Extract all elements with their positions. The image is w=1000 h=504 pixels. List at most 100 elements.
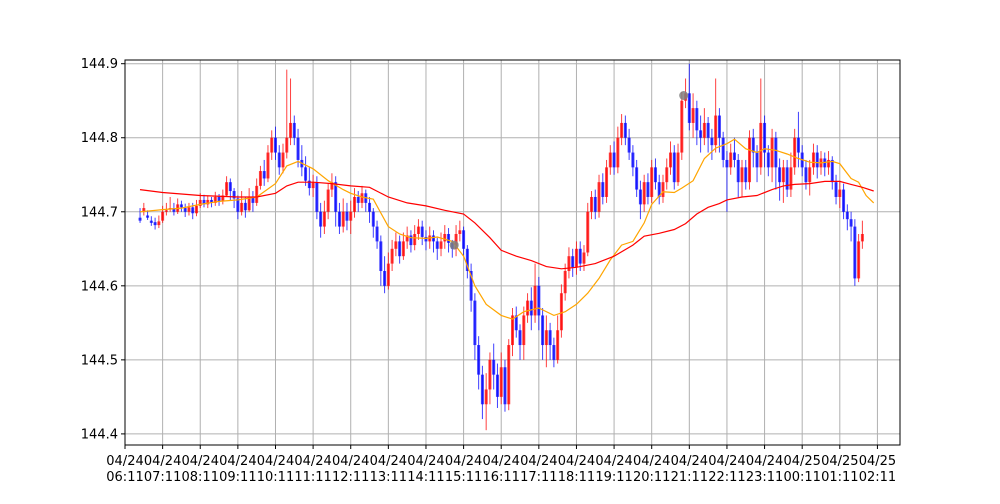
candle-body — [228, 182, 232, 192]
candle-body — [781, 167, 785, 183]
candle-body — [431, 235, 435, 242]
candle-body — [597, 182, 601, 212]
candle-body — [638, 189, 642, 205]
candle-body — [499, 367, 503, 397]
candle-body — [710, 137, 714, 146]
candle-body — [770, 137, 774, 168]
candle-body — [533, 285, 537, 316]
x-tick-date-label: 04/24 — [746, 454, 783, 469]
y-tick-label: 144.9 — [81, 57, 118, 72]
candle-body — [161, 211, 165, 221]
candle-body — [424, 236, 428, 242]
x-tick-time-label: 20:11 — [633, 470, 670, 485]
candle-body — [544, 330, 548, 346]
x-tick-time-label: 13:11 — [370, 470, 407, 485]
x-tick-time-label: 19:11 — [595, 470, 632, 485]
candle-body — [194, 205, 198, 214]
candle-body — [311, 182, 315, 189]
candle-body — [559, 293, 563, 331]
candle-body — [409, 235, 413, 246]
candle-body — [631, 152, 635, 168]
x-tick-date-label: 04/25 — [821, 454, 858, 469]
candle-body — [808, 167, 812, 183]
candle-body — [142, 208, 146, 212]
candle-body — [556, 330, 560, 360]
candle-body — [778, 167, 782, 183]
candle-body — [322, 211, 326, 227]
candle-body — [232, 191, 236, 199]
candle-body — [243, 202, 247, 211]
candle-body — [838, 189, 842, 197]
candle-body — [699, 130, 703, 138]
candle-body — [304, 167, 308, 181]
candle-body — [552, 345, 556, 360]
x-tick-time-label: 22:11 — [708, 470, 745, 485]
candle-body — [277, 152, 281, 168]
candle-body — [830, 159, 834, 183]
x-tick-date-label: 04/25 — [783, 454, 820, 469]
candle-body — [179, 204, 183, 208]
candle-body — [702, 122, 706, 138]
x-tick-date-label: 04/24 — [407, 454, 444, 469]
candle-body — [439, 241, 443, 249]
candle-body — [262, 171, 266, 179]
x-tick-time-label: 01:11 — [821, 470, 858, 485]
candle-body — [518, 330, 522, 346]
long-moving-average-line — [139, 180, 874, 270]
candle-body — [368, 202, 372, 212]
x-tick-time-label: 23:11 — [746, 470, 783, 485]
candle-body — [571, 256, 575, 268]
short-moving-average-line — [139, 138, 875, 320]
candle-body — [676, 152, 680, 183]
x-tick-date-label: 04/24 — [671, 454, 708, 469]
x-tick-time-label: 12:11 — [332, 470, 369, 485]
candle-body — [507, 345, 511, 405]
candle-body — [529, 300, 533, 316]
candle-body — [646, 182, 650, 197]
candle-body — [334, 182, 338, 212]
x-tick-date-label: 04/25 — [859, 454, 896, 469]
candle-body — [225, 182, 229, 196]
candle-body — [401, 241, 405, 257]
x-tick-date-label: 04/24 — [708, 454, 745, 469]
x-tick-date-label: 04/24 — [219, 454, 256, 469]
candle-body — [661, 182, 665, 197]
candle-body — [586, 211, 590, 253]
candle-body — [289, 122, 293, 138]
candle-body — [462, 230, 466, 249]
signal-marker — [449, 240, 459, 250]
candle-body — [405, 235, 409, 242]
candle-body — [413, 233, 417, 246]
candle-body — [608, 152, 612, 168]
x-tick-date-label: 04/24 — [144, 454, 181, 469]
candle-body — [398, 241, 402, 257]
candle-body — [672, 152, 676, 183]
candle-body — [296, 137, 300, 160]
candle-body — [717, 115, 721, 138]
candle-body — [578, 248, 582, 264]
candle-body — [650, 167, 654, 197]
x-tick-date-label: 04/24 — [182, 454, 219, 469]
candle-body — [537, 285, 541, 316]
candle-body — [860, 233, 864, 242]
candle-body — [748, 137, 752, 183]
x-tick-time-label: 17:11 — [520, 470, 557, 485]
candle-body — [341, 211, 345, 227]
candle-body — [804, 167, 808, 183]
candle-body — [653, 167, 657, 183]
candle-body — [138, 217, 142, 221]
candle-body — [620, 122, 624, 138]
x-tick-date-label: 04/24 — [633, 454, 670, 469]
candle-body — [240, 202, 244, 212]
candle-body — [183, 208, 187, 212]
candle-body — [292, 122, 296, 138]
x-tick-time-label: 06:11 — [106, 470, 143, 485]
candle-body — [815, 152, 819, 168]
candle-body — [541, 315, 545, 346]
candle-body — [258, 171, 262, 186]
candle-body — [548, 330, 552, 346]
candle-body — [695, 108, 699, 131]
candle-body — [567, 256, 571, 272]
candle-body — [191, 207, 195, 214]
